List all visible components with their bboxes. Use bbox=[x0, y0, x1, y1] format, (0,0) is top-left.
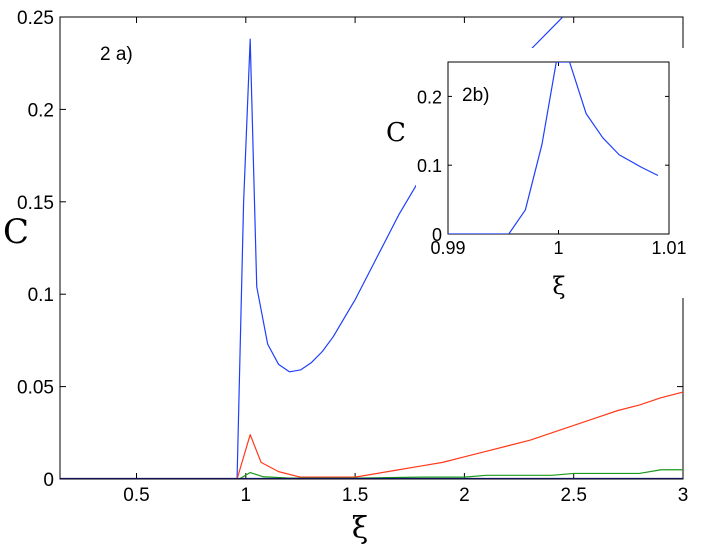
inset-y-axis-label: C bbox=[386, 118, 406, 148]
inset-y-tick-label: 0 bbox=[432, 225, 442, 245]
main-series-line-1 bbox=[60, 391, 683, 479]
inset-x-tick-label: 0.99 bbox=[430, 238, 465, 258]
inset-x-tick-label: 1.01 bbox=[651, 238, 686, 258]
main-x-tick-label: 3 bbox=[678, 485, 689, 506]
main-x-tick-label: 1 bbox=[241, 485, 252, 506]
main-y-tick-label: 0.1 bbox=[28, 285, 54, 306]
inset-series bbox=[448, 62, 659, 234]
main-y-axis-label: C bbox=[3, 212, 29, 252]
inset-y-tick-label: 0.1 bbox=[417, 156, 442, 176]
inset-ticks: 0.99 1 1.01 0 0.1 0.2 bbox=[417, 62, 687, 258]
main-y-tick-label: 0.05 bbox=[17, 378, 54, 399]
main-x-tick-label: 0.5 bbox=[123, 485, 149, 506]
main-x-tick-label: 1.5 bbox=[342, 485, 368, 506]
main-series-line-2 bbox=[60, 469, 683, 479]
main-y-tick-label: 0 bbox=[43, 470, 54, 491]
main-y-tick-label: 0.25 bbox=[17, 8, 54, 29]
main-y-tick-label: 0.2 bbox=[28, 100, 54, 121]
inset-series-line-0 bbox=[448, 62, 659, 234]
main-x-tick-label: 2 bbox=[459, 485, 470, 506]
main-panel-label: 2 a) bbox=[100, 44, 133, 65]
inset-y-tick-label: 0.2 bbox=[417, 87, 442, 107]
main-x-tick-label: 2.5 bbox=[560, 485, 586, 506]
main-x-axis-label: ξ bbox=[352, 511, 369, 546]
inset-axes: 0.99 1 1.01 0 0.1 0.2 2b) C ξ bbox=[386, 48, 702, 300]
inset-x-axis-label: ξ bbox=[552, 272, 565, 300]
inset-panel-label: 2b) bbox=[462, 85, 489, 106]
inset-x-tick-label: 1 bbox=[553, 238, 563, 258]
main-y-tick-label: 0.15 bbox=[17, 193, 54, 214]
